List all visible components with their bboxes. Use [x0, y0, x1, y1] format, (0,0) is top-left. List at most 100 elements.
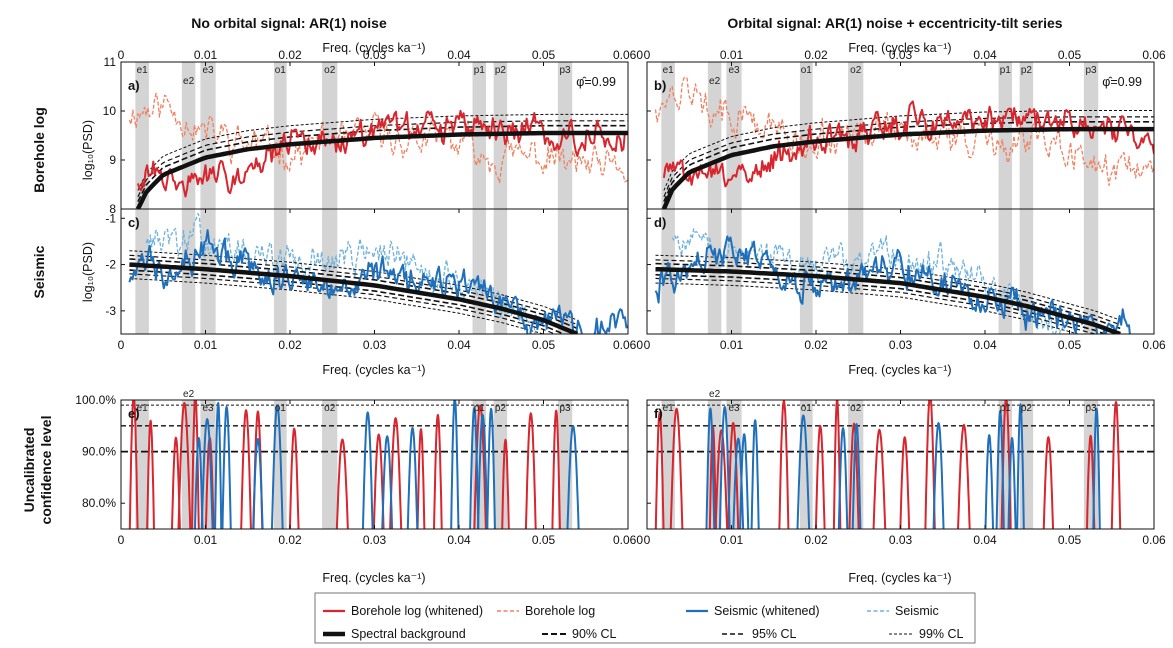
borehole-confidence-peak: [433, 414, 443, 529]
x-tick-label: 0.04: [973, 338, 997, 352]
panel-letter-d: d): [654, 215, 666, 230]
y-tick-label: -3: [105, 304, 116, 318]
x-tick-label: 0.03: [363, 338, 387, 352]
x-tick-label: 0.01: [720, 533, 744, 547]
borehole-confidence-peak: [177, 402, 192, 529]
seismic-confidence-peak: [270, 404, 284, 529]
cl-line-lower-2: [655, 282, 1080, 334]
x-tick-label: 0.01: [720, 338, 744, 352]
y-tick-label: 9: [109, 153, 116, 167]
x-tick-label: 0: [644, 533, 651, 547]
panel-letter-e: e): [128, 406, 140, 421]
x-tick-label: 0.02: [804, 533, 828, 547]
seismic-confidence-peak: [1016, 403, 1025, 529]
seismic-confidence-peak: [932, 422, 945, 529]
legend-label-background: Spectral background: [351, 627, 466, 641]
x-tick-label: 0: [118, 338, 125, 352]
band-p3: [557, 209, 573, 334]
band-label-p3: p3: [559, 65, 571, 76]
band-label-e2: e2: [183, 389, 195, 400]
borehole-confidence-peak: [240, 409, 252, 529]
borehole-confidence-peak: [708, 425, 717, 529]
x-tick-label-top: 0.05: [1058, 48, 1082, 62]
panel-frame: [120, 61, 629, 210]
band-p2: [1019, 209, 1034, 334]
seismic-confidence-peak: [1092, 407, 1101, 529]
x-tick-label-top: 0.03: [889, 48, 913, 62]
seismic-confidence-peak: [406, 426, 419, 529]
band-e3: [726, 62, 742, 209]
borehole-confidence-peak: [1042, 436, 1055, 529]
band-p1: [998, 62, 1013, 209]
x-tick-label-top: 0: [644, 48, 651, 62]
y-tick-label: 10: [103, 104, 117, 118]
seismic-confidence-peak: [486, 407, 496, 529]
x-tick-label-top: 0.03: [363, 48, 387, 62]
band-label-o2: o2: [324, 403, 336, 414]
x-tick-label-top: 0.05: [532, 48, 556, 62]
seismic-whitened-line: [128, 229, 628, 334]
borehole-confidence-peak: [714, 429, 729, 529]
band-o1: [273, 62, 287, 209]
band-label-o2: o2: [850, 403, 862, 414]
cl-line-lower-2: [129, 277, 545, 334]
legend-label-seismic-raw: Seismic: [895, 604, 939, 618]
band-label-e2: e2: [709, 389, 721, 400]
panel-letter-f: f): [654, 406, 663, 421]
cl-line-upper-0: [663, 121, 1154, 202]
band-label-e1: e1: [663, 65, 675, 76]
band-label-p3: p3: [559, 403, 571, 414]
band-label-o2: o2: [324, 65, 336, 76]
band-label-e3: e3: [728, 403, 740, 414]
x-tick-label: 0: [644, 338, 651, 352]
legend-label-seismic-whitened: Seismic (whitened): [714, 604, 820, 618]
band-label-o2: o2: [850, 65, 862, 76]
band-label-p2: p2: [1021, 403, 1033, 414]
seismic-confidence-peak: [796, 414, 811, 529]
cl-line-lower-0: [129, 269, 566, 334]
x-tick-label-top: 0: [118, 48, 125, 62]
seismic-confidence-peak: [750, 419, 760, 529]
borehole-confidence-peak: [778, 400, 790, 529]
borehole-confidence-peak: [814, 424, 826, 529]
x-tick-label: 0.05: [532, 338, 556, 352]
band-label-p1: p1: [1000, 403, 1012, 414]
seismic-confidence-peak: [361, 411, 374, 529]
band-label-e1: e1: [663, 403, 675, 414]
borehole-confidence-peak: [551, 409, 561, 529]
panel-letter-b: b): [654, 78, 666, 93]
y-tick-label: -1: [105, 211, 116, 225]
band-label-e3: e3: [202, 403, 214, 414]
panel-f: 0 0.01 0.02 0.03 0.04 0.05 0.06 e1 e2 e3 o1 o2 p1 p2 p…: [644, 389, 1166, 547]
legend: Borehole log (whitened) Borehole log Sei…: [314, 592, 976, 644]
band-o2: [322, 62, 338, 209]
band-e3: [200, 62, 216, 209]
borehole-confidence-peak: [190, 400, 200, 529]
borehole-raw-line: [128, 92, 628, 184]
seismic-confidence-peak: [837, 427, 849, 529]
seismic-confidence-peak: [221, 405, 232, 529]
panel-a: 0 0.01 0.02 0.03 0.04 0.05 0.060 8 9 10 11 e1 e2 e3 o1…: [103, 48, 644, 216]
borehole-confidence-peak: [335, 438, 349, 529]
borehole-confidence-peak: [924, 400, 936, 529]
x-tick-label-top: 0.02: [278, 48, 302, 62]
borehole-whitened-line: [136, 109, 628, 198]
x-tick-label: 0.04: [447, 338, 471, 352]
y-tick-label: 100.0%: [75, 393, 116, 407]
mid-xlabel-right: Freq. (cycles ka⁻¹): [848, 363, 951, 377]
borehole-confidence-peak: [669, 407, 684, 529]
borehole-confidence-peak: [146, 419, 155, 529]
band-label-e2: e2: [183, 76, 195, 87]
band-label-p1: p1: [474, 65, 486, 76]
row-label-uncal-2: confidence level: [38, 416, 54, 525]
seismic-confidence-peak: [705, 407, 716, 529]
band-label-e2: e2: [709, 76, 721, 87]
plot-area: [654, 209, 1138, 334]
seismic-confidence-peak: [984, 434, 995, 529]
x-tick-label: 0.06: [1142, 533, 1166, 547]
band-label-o1: o1: [801, 403, 813, 414]
seismic-confidence-peak: [469, 407, 480, 529]
borehole-confidence-peak: [899, 436, 911, 529]
panel-letter-a: a): [128, 78, 140, 93]
cl-line-upper-0: [655, 262, 1121, 330]
